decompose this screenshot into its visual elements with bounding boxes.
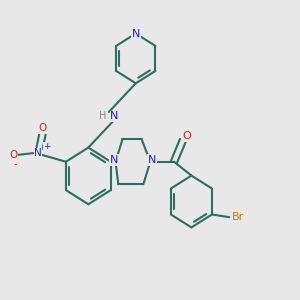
Text: O: O [39, 123, 47, 133]
Text: O: O [182, 131, 191, 141]
Text: Br: Br [232, 212, 244, 222]
Text: N: N [34, 148, 42, 158]
Text: +: + [43, 142, 51, 152]
Text: -: - [13, 160, 17, 170]
Text: N: N [110, 112, 118, 122]
Text: O: O [9, 150, 17, 160]
Text: N: N [132, 28, 140, 38]
Text: N: N [148, 155, 156, 165]
Text: N: N [110, 155, 118, 165]
Text: H: H [99, 112, 106, 122]
